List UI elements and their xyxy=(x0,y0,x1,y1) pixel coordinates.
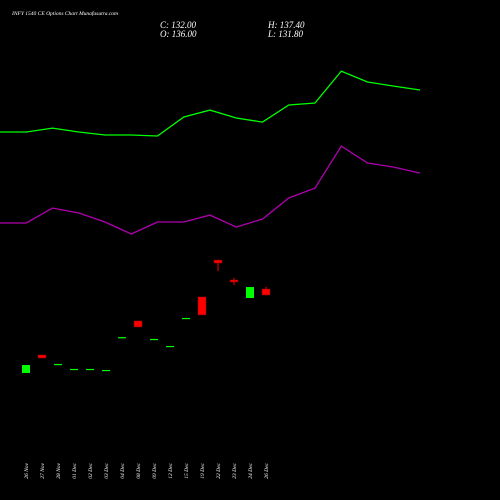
x-tick-label: 26 Dec xyxy=(264,462,270,478)
x-tick-label: 24 Dec xyxy=(247,462,254,478)
close-label: C: 132.00 xyxy=(160,20,197,30)
candle-body xyxy=(166,345,174,348)
candle-body xyxy=(261,288,271,296)
overlay-line xyxy=(0,70,421,137)
candle-body xyxy=(22,365,30,373)
x-tick-label: 28 Nov xyxy=(56,462,62,478)
candle-body xyxy=(133,320,143,328)
x-tick-label: 03 Dec xyxy=(104,462,110,478)
candle-body xyxy=(197,296,207,316)
x-tick-label: 23 Dec xyxy=(232,462,238,478)
candle-body xyxy=(213,259,223,264)
overlay-line xyxy=(0,145,421,235)
candle-body xyxy=(150,338,158,341)
candle-body xyxy=(86,368,94,371)
low-label: L: 131.80 xyxy=(267,29,304,39)
candle-body xyxy=(246,287,254,298)
x-tick-label: 02 Dec xyxy=(88,462,94,478)
high-label: H: 137.40 xyxy=(267,20,305,30)
candle-body xyxy=(102,369,110,372)
x-tick-label: 15 Dec xyxy=(184,462,190,478)
candle-body xyxy=(229,279,239,283)
x-tick-label: 09 Dec xyxy=(152,462,158,478)
x-tick-label: 19 Dec xyxy=(200,462,206,478)
candle-body xyxy=(118,337,126,339)
candle-body xyxy=(37,354,47,359)
x-tick-label: 04 Dec xyxy=(119,462,126,478)
x-tick-label: 12 Dec xyxy=(168,462,174,478)
x-tick-label: 01 Dec xyxy=(72,462,78,478)
candle-body xyxy=(54,363,62,366)
x-tick-label: 26 Nov xyxy=(24,462,30,478)
open-label: O: 136.00 xyxy=(160,29,197,39)
candle-body xyxy=(182,317,190,320)
x-tick-label: 27 Nov xyxy=(40,462,46,478)
x-tick-label: 22 Dec xyxy=(216,462,222,478)
candle-body xyxy=(70,368,78,371)
chart-title: INFY 1540 CE Options Chart Munafasutra.c… xyxy=(11,10,118,17)
x-tick-label: 08 Dec xyxy=(136,462,142,478)
